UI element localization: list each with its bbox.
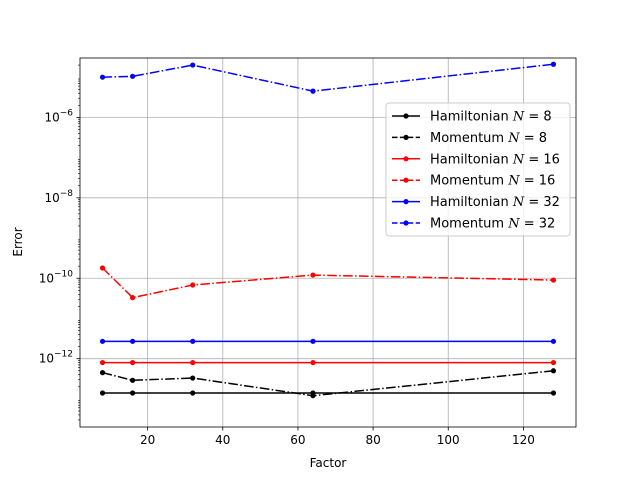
data-point [550,390,557,396]
data-point [190,282,196,288]
series-5 [99,338,557,344]
legend-label: Momentum N = 8 [430,131,547,146]
legend-marker [403,199,409,205]
y-tick-label: 10−10 [39,269,74,285]
legend-entry: Hamiltonian N = 16 [392,152,560,167]
x-tick-label: 100 [437,433,460,447]
legend-label: Hamiltonian N = 8 [430,110,552,125]
x-axis: 20 40 60 80 100 120 [140,427,535,447]
data-point [99,74,106,80]
data-point [550,368,557,374]
data-point [130,295,136,301]
series-line [102,370,554,397]
legend-entry: Momentum N = 8 [392,131,547,146]
series-line [102,63,554,92]
data-point [99,265,106,271]
series-2 [99,368,557,399]
legend-marker [403,220,409,226]
plot-frame [79,57,577,428]
data-point [310,338,316,344]
y-axis-label: Error [11,227,25,256]
legend-label: Momentum N = 16 [430,174,555,189]
legend: Hamiltonian N = 8 Momentum N = 8 Hamiltoni… [385,102,571,237]
legend-label: Hamiltonian N = 16 [430,152,560,167]
data-point [190,359,196,366]
data-point [310,393,316,399]
data-point [190,390,196,396]
data-point [190,338,196,344]
data-point [310,359,316,366]
data-point [99,390,106,396]
y-tick-label: 10−8 [44,189,73,205]
legend-label: Momentum N = 32 [430,217,555,232]
legend-entry: Hamiltonian N = 8 [392,110,552,125]
x-tick-label: 60 [290,433,305,447]
x-tick-label: 20 [140,433,155,447]
data-point [190,375,196,381]
x-axis-label: Factor [310,456,347,470]
series-4 [99,265,557,301]
y-tick-label: 10−12 [39,350,73,366]
x-tick-label: 80 [365,433,380,447]
data-point [130,73,136,79]
data-point [99,359,106,366]
legend-marker [403,177,409,183]
series-3 [99,359,557,366]
data-point [550,359,557,366]
legend-marker [403,156,409,162]
data-point [550,338,557,344]
data-point [550,61,557,67]
series-6 [99,61,557,94]
legend-entry: Hamiltonian N = 32 [392,195,560,210]
legend-box [385,102,571,237]
data-point [130,338,136,344]
y-tick-label: 10−6 [44,108,73,124]
x-tick-label: 40 [215,433,230,447]
data-point [99,370,106,376]
data-point [130,359,136,366]
legend-entry: Momentum N = 16 [392,174,555,189]
legend-marker [403,113,409,119]
x-tick-label: 120 [512,433,535,447]
legend-entry: Momentum N = 32 [392,217,555,232]
y-axis: 10−12 10−10 10−8 10−6 [39,64,80,421]
data-point [550,277,557,283]
data-point [130,390,136,396]
legend-label: Hamiltonian N = 32 [430,195,560,210]
data-point [130,377,136,383]
legend-marker [403,134,409,140]
data-point [190,62,196,68]
data-point [310,88,316,94]
series-layer [99,61,557,399]
data-point [99,338,106,344]
data-point [310,272,316,278]
